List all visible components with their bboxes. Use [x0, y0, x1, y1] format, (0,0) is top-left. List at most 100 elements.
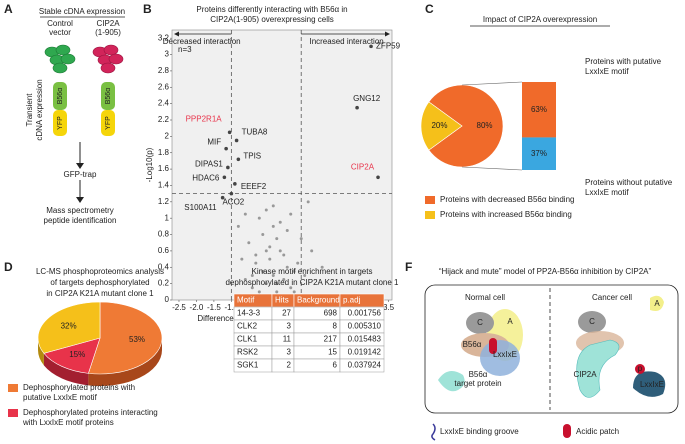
point	[289, 286, 293, 290]
point	[271, 273, 275, 277]
y-tick-label: 0.2	[158, 279, 170, 288]
chart-title: Impact of CIP2A overexpression	[483, 15, 597, 24]
chart-title: Proteins differently interacting with B5…	[196, 5, 347, 14]
point-label: CIP2A	[351, 162, 375, 171]
annotation: Decreased interaction	[163, 37, 241, 46]
point	[247, 241, 251, 245]
point-label: TPIS	[243, 151, 261, 160]
connector	[461, 166, 523, 171]
point-label: ZFP59	[376, 41, 401, 50]
y-tick-label: 1.4	[158, 181, 170, 190]
y-tick-label: 1.6	[158, 164, 170, 173]
panel-a-text: Stable cDNA expression Control vector CI…	[25, 7, 125, 225]
y-tick-label: 1	[165, 213, 170, 222]
cell-text: 3	[287, 348, 292, 357]
point	[264, 249, 268, 253]
pie-side	[43, 353, 89, 386]
table-title: Kinase motif enrichment in targets	[252, 267, 373, 276]
legend-swatch	[8, 409, 18, 417]
chart-title: of targets dephosphorylated	[50, 278, 149, 287]
cell-text: 217	[324, 335, 338, 344]
label: Transient	[25, 93, 34, 127]
label: GFP-trap	[64, 170, 97, 179]
y-tick-label: 2.2	[158, 115, 170, 124]
panel-label: B	[143, 2, 152, 16]
cell-text: 14-3-3	[237, 309, 261, 318]
panel-label: C	[425, 2, 434, 16]
label: Mass spectrometry	[46, 206, 114, 215]
y-tick-label: 3	[165, 50, 170, 59]
point	[264, 282, 268, 286]
pie-side	[38, 338, 44, 366]
point	[226, 165, 230, 170]
point	[282, 253, 286, 257]
legend-label: Proteins with increased B56α binding	[440, 210, 572, 219]
point	[236, 157, 241, 162]
point-label: EEEF2	[241, 182, 267, 191]
y-tick-label: 2	[165, 131, 170, 140]
panel-label: F	[405, 260, 412, 274]
cell-text: 15	[328, 348, 337, 357]
cell-text: 0.019142	[348, 348, 382, 357]
cell-text: 0.037924	[348, 361, 382, 370]
value-label: 37%	[531, 149, 547, 158]
value-label: 53%	[129, 335, 145, 344]
pie-slice	[420, 101, 463, 151]
cell-text: 27	[282, 309, 291, 318]
cell-text: CLK2	[237, 322, 258, 331]
point	[261, 233, 265, 237]
point	[254, 261, 258, 265]
panel-label: D	[4, 260, 13, 274]
label: YFP	[105, 116, 112, 130]
cell-text: 0.005310	[348, 322, 382, 331]
bar-label: LxxIxE motif	[585, 188, 629, 197]
cell-text: 11	[283, 335, 292, 344]
panel-a-art	[40, 16, 125, 203]
y-tick-label: 2.6	[158, 82, 170, 91]
panel-f-text: A	[654, 299, 660, 308]
point	[299, 237, 303, 241]
value-label: 20%	[431, 121, 447, 130]
point	[250, 286, 254, 290]
cell-text: 698	[324, 309, 338, 318]
y-axis-label: -Log10(p)	[145, 147, 154, 182]
label: cDNA expression	[35, 79, 44, 140]
y-tick-label: 0.8	[158, 230, 170, 239]
point	[220, 195, 225, 200]
panel-f-text: Cancer cell	[592, 293, 632, 302]
point	[275, 282, 279, 286]
y-tick-label: 3.2	[158, 33, 170, 42]
plot-area	[171, 29, 393, 301]
bar-label: Proteins with putative	[585, 57, 662, 66]
x-tick-label: -1.0	[224, 303, 238, 312]
label: CIP2A	[96, 19, 120, 28]
header-text: p.adj	[343, 296, 361, 305]
point	[275, 290, 279, 294]
legend-label: Dephosphorylated proteins interacting	[23, 408, 158, 417]
point-label: PPP2R1A	[186, 114, 223, 123]
x-tick-label: 3.5	[383, 303, 395, 312]
legend-swatch	[8, 384, 18, 392]
point	[222, 175, 227, 180]
chart-title: LC-MS phosphoproteomics analysis	[36, 267, 164, 276]
legend-label: Proteins with decreased B56α binding	[440, 195, 574, 204]
point	[292, 269, 296, 273]
pie-slice	[43, 337, 101, 374]
legend-swatch	[425, 211, 435, 219]
point	[257, 216, 261, 220]
legend-label: putative LxxIxE motif	[23, 393, 98, 402]
x-tick-label: -1.5	[207, 303, 221, 312]
point	[250, 273, 254, 277]
point	[257, 290, 261, 294]
point	[369, 44, 373, 49]
cell-text: 0.001756	[348, 309, 382, 318]
chart-title: CIP2A(1-905) overexpressing cells	[210, 15, 334, 24]
point	[268, 257, 272, 261]
point	[376, 175, 380, 180]
label: B56α	[105, 88, 112, 105]
legend-label: Dephosphorylated proteins with	[23, 383, 135, 392]
point	[285, 228, 289, 232]
y-tick-label: 2.8	[158, 66, 170, 75]
value-label: 15%	[69, 350, 85, 359]
point	[285, 265, 289, 269]
